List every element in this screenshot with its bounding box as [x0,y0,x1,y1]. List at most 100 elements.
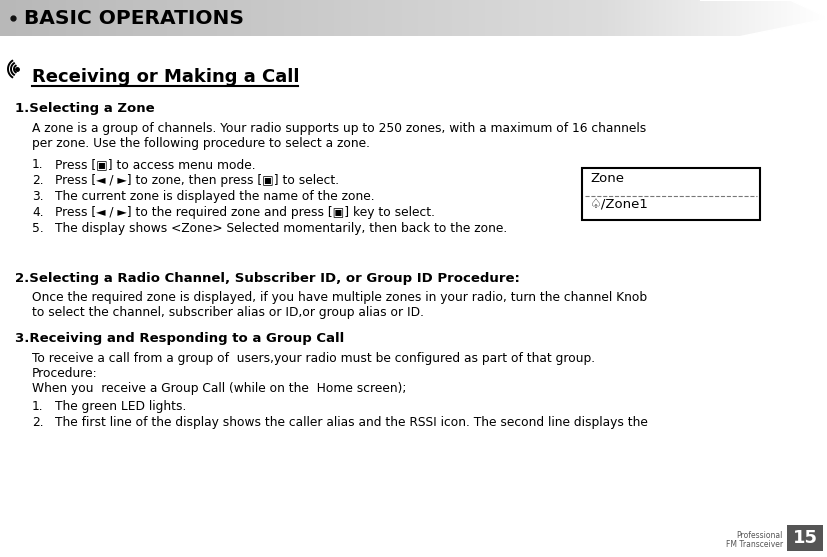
Bar [593,0,595,36]
Bar [786,0,787,36]
Bar [18,0,19,36]
Bar [588,0,590,36]
Bar [486,0,487,36]
Bar [549,0,550,36]
Bar [261,0,263,36]
Bar [84,0,85,36]
Bar [795,0,796,36]
Bar [718,0,719,36]
Bar [101,0,102,36]
Bar [12,0,13,36]
Bar [140,0,141,36]
Bar [651,0,653,36]
Bar [712,0,713,36]
Bar [674,0,675,36]
Bar [341,0,342,36]
Bar [476,0,477,36]
Bar [337,0,338,36]
Bar [120,0,121,36]
Bar [43,0,44,36]
Bar [487,0,489,36]
Bar [655,0,656,36]
Bar [231,0,232,36]
Bar [72,0,73,36]
Bar [119,0,120,36]
Bar [340,0,341,36]
Bar [739,0,740,36]
Bar [62,0,63,36]
Bar [274,0,275,36]
Bar [316,0,317,36]
Bar [103,0,104,36]
Bar [343,0,345,36]
Bar [111,0,112,36]
Bar [817,0,818,36]
Bar [728,0,729,36]
Bar [232,0,234,36]
Bar [345,0,346,36]
Bar [275,0,277,36]
Bar [41,0,42,36]
Text: A zone is a group of channels. Your radio supports up to 250 zones, with a maxim: A zone is a group of channels. Your radi… [32,122,645,135]
Bar [311,0,312,36]
Bar [650,0,651,36]
Bar [665,0,667,36]
Bar [530,0,532,36]
Bar [322,0,323,36]
Bar [304,0,306,36]
Bar [730,0,731,36]
Bar [654,0,655,36]
Bar [605,0,606,36]
Bar [617,0,619,36]
Bar [16,0,17,36]
Bar [145,0,146,36]
Bar [357,0,359,36]
Bar [705,0,706,36]
Bar [121,0,122,36]
Bar [532,0,533,36]
Bar [360,0,361,36]
Bar [734,0,735,36]
Bar [648,0,649,36]
Bar [767,0,768,36]
Bar [148,0,149,36]
Bar [780,0,781,36]
Bar [456,0,457,36]
Bar [451,0,452,36]
Bar [596,0,597,36]
Bar [88,0,90,36]
Bar [610,0,611,36]
Bar [131,0,133,36]
Bar [110,0,111,36]
Bar [226,0,227,36]
Bar [350,0,351,36]
Bar [582,0,583,36]
Bar [697,0,698,36]
Bar [235,0,236,36]
Bar [201,0,202,36]
Bar [362,0,364,36]
Bar [581,0,582,36]
Bar [98,0,99,36]
Bar [251,0,253,36]
Bar [727,0,728,36]
Bar [805,0,806,36]
Bar [711,0,712,36]
Bar [669,0,670,36]
Bar [1,0,2,36]
Bar [122,0,123,36]
Bar [824,0,825,36]
Bar [92,0,93,36]
Bar [244,0,245,36]
Bar [505,0,506,36]
Bar [183,0,184,36]
Bar [15,0,16,36]
Bar [205,0,206,36]
Bar [576,0,577,36]
Bar [585,0,586,36]
Bar [722,0,723,36]
Bar [571,0,572,36]
Bar [515,0,516,36]
Bar [294,0,295,36]
Bar [675,0,676,36]
